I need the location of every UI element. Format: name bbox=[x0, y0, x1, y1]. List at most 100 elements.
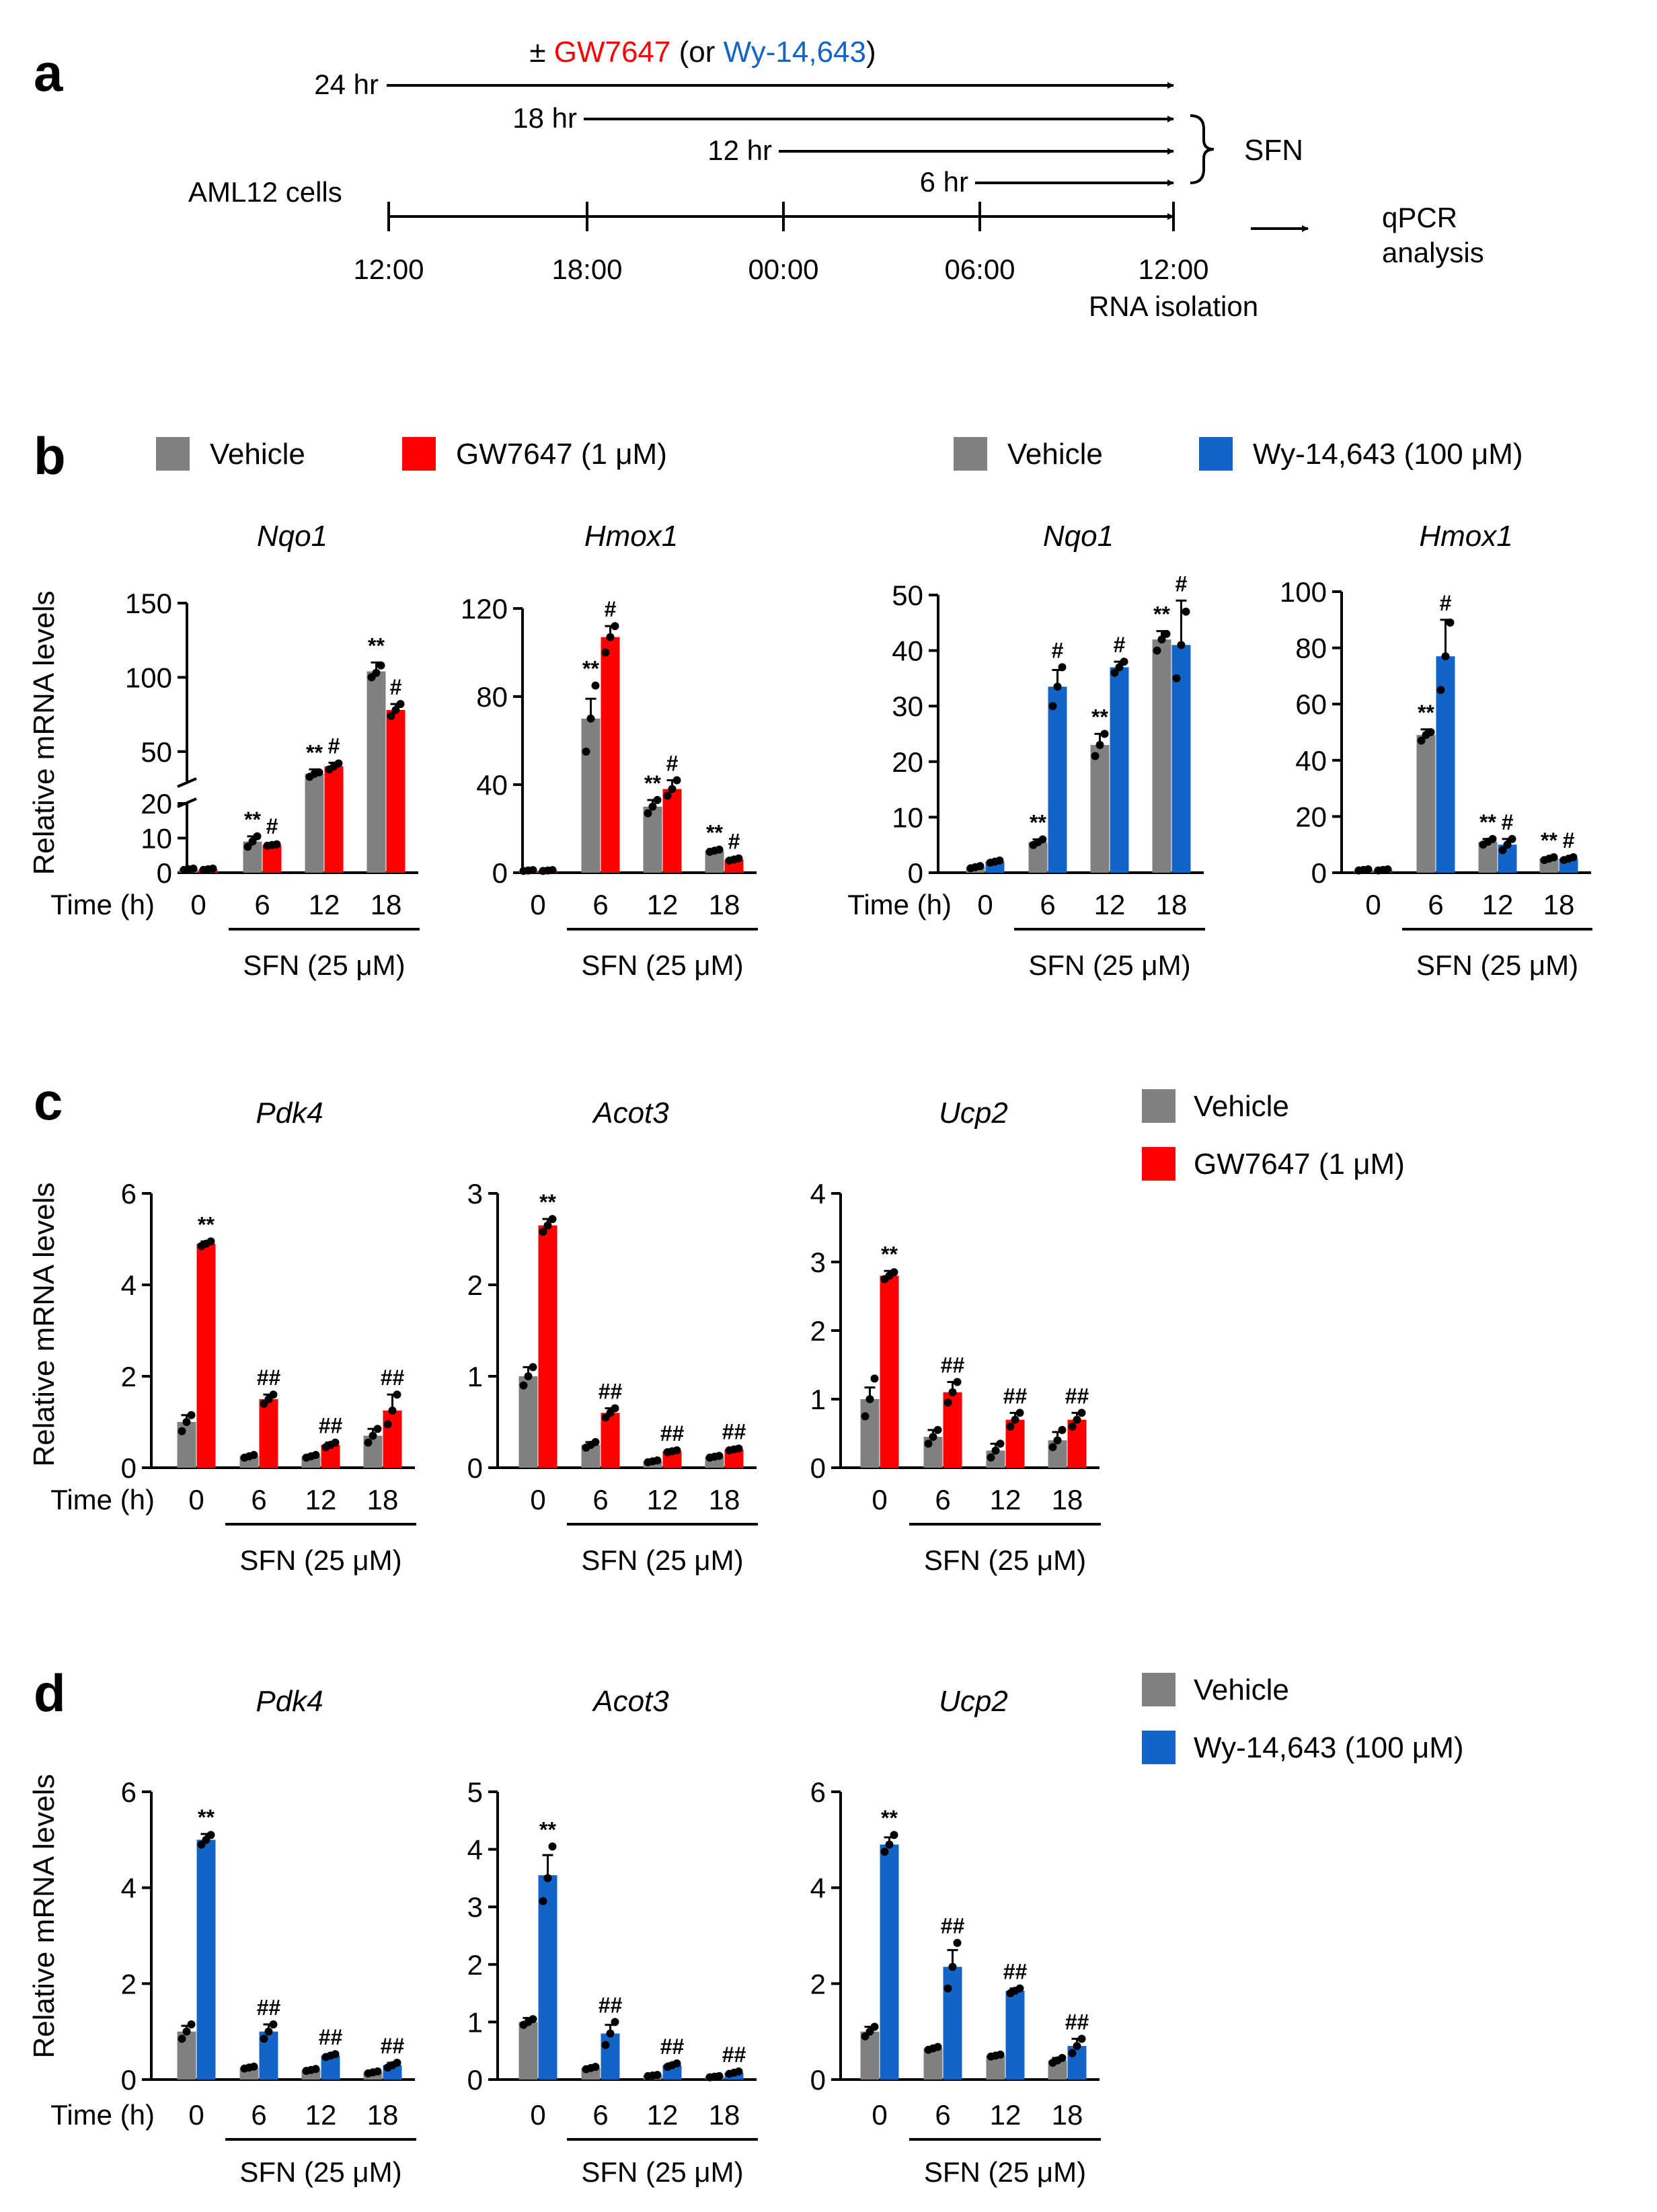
significance-mark: ## bbox=[722, 1419, 746, 1444]
data-point bbox=[189, 864, 198, 873]
sfn-label: SFN (25 μM) bbox=[581, 1544, 743, 1576]
bar-treatment bbox=[1171, 645, 1191, 873]
significance-mark: ** bbox=[1153, 602, 1170, 627]
y-tick-label: 40 bbox=[1295, 745, 1327, 777]
x-tick-label: 12 bbox=[990, 1484, 1022, 1515]
data-point bbox=[715, 845, 724, 854]
y-tick-label: 150 bbox=[125, 588, 172, 619]
y-tick-label: 5 bbox=[467, 1776, 483, 1808]
data-point bbox=[1157, 635, 1166, 644]
data-point bbox=[591, 2063, 600, 2071]
bar-treatment bbox=[601, 2033, 620, 2080]
significance-mark: ** bbox=[198, 1805, 215, 1829]
data-point bbox=[1015, 1409, 1024, 1417]
significance-mark: ## bbox=[1065, 2010, 1089, 2034]
chart-title: Pdk4 bbox=[256, 1685, 323, 1718]
x-tick-label: 18 bbox=[1156, 889, 1188, 920]
significance-mark: ## bbox=[1003, 1384, 1028, 1408]
significance-mark: ** bbox=[1418, 701, 1434, 725]
y-tick-label: 10 bbox=[141, 823, 172, 855]
sfn-label: SFN (25 μM) bbox=[243, 949, 405, 981]
x-tick-label: 18 bbox=[1052, 1484, 1083, 1515]
significance-mark: ** bbox=[198, 1212, 215, 1236]
y-tick-label: 50 bbox=[892, 580, 923, 611]
x-tick-label: 12 bbox=[1482, 889, 1514, 920]
data-point bbox=[1077, 2035, 1086, 2043]
axis-break-mark bbox=[177, 777, 197, 788]
legend-swatch-wy14643 bbox=[1142, 1731, 1176, 1764]
x-tick-label: 18 bbox=[1052, 2099, 1083, 2131]
data-point bbox=[1048, 702, 1057, 711]
time-axis-label: Time (h) bbox=[50, 1484, 155, 1515]
y-tick-label: 6 bbox=[810, 1776, 826, 1808]
x-tick-label: 0 bbox=[530, 2099, 545, 2131]
data-point bbox=[1153, 646, 1161, 655]
y-tick-label: 0 bbox=[908, 857, 923, 889]
x-tick-label: 12 bbox=[1094, 889, 1126, 920]
data-point bbox=[1162, 629, 1171, 638]
x-tick-label: 0 bbox=[872, 1484, 887, 1515]
significance-mark: # bbox=[1114, 633, 1126, 657]
y-tick-label: 20 bbox=[141, 788, 172, 820]
bar-vehicle bbox=[367, 671, 386, 873]
data-point bbox=[548, 1215, 557, 1224]
data-point bbox=[734, 1444, 743, 1453]
bar-treatment bbox=[196, 1243, 216, 1468]
data-point bbox=[734, 854, 743, 863]
data-point bbox=[372, 668, 381, 677]
timeline-label: 00:00 bbox=[748, 253, 818, 285]
sfn-label: SFN (25 μM) bbox=[1416, 949, 1578, 981]
legend-label-wy14643: Wy-14,643 (100 μM) bbox=[1194, 1731, 1464, 1764]
data-point bbox=[1549, 853, 1558, 862]
data-point bbox=[1115, 663, 1124, 672]
panel-a: a ± GW7647 (or Wy-14,643) 24 hr 18 hr 12… bbox=[34, 36, 1484, 322]
y-tick-label: 50 bbox=[141, 736, 172, 768]
y-tick-label: 0 bbox=[467, 1452, 483, 1484]
duration-6hr: 6 hr bbox=[920, 166, 968, 198]
wy14643-name: Wy-14,643 bbox=[724, 36, 866, 69]
data-point bbox=[249, 2062, 258, 2071]
data-point bbox=[1068, 1422, 1077, 1431]
significance-mark: # bbox=[1502, 810, 1514, 834]
data-point bbox=[388, 1407, 397, 1415]
data-point bbox=[272, 840, 281, 848]
data-point bbox=[943, 1398, 952, 1407]
significance-mark: ## bbox=[1003, 1959, 1028, 1983]
y-tick-label: 0 bbox=[1311, 857, 1327, 889]
timeline-label: 18:00 bbox=[551, 253, 622, 285]
data-point bbox=[929, 1433, 937, 1441]
data-point bbox=[331, 1438, 340, 1447]
data-point bbox=[1569, 853, 1578, 862]
data-point bbox=[1015, 1984, 1024, 1993]
data-point bbox=[870, 2022, 879, 2031]
bar-treatment bbox=[601, 1413, 620, 1468]
duration-24hr: 24 hr bbox=[314, 69, 379, 100]
bar-treatment bbox=[943, 1967, 962, 2080]
bar-treatment bbox=[1005, 1991, 1025, 2080]
significance-mark: ** bbox=[706, 820, 723, 844]
significance-mark: ## bbox=[319, 1414, 343, 1438]
data-point bbox=[653, 2071, 662, 2080]
chart-title: Ucp2 bbox=[939, 1685, 1008, 1718]
data-point bbox=[987, 1453, 995, 1462]
y-tick-label: 0 bbox=[467, 2064, 483, 2096]
data-point bbox=[653, 1456, 662, 1465]
data-point bbox=[1498, 846, 1507, 855]
data-point bbox=[311, 2065, 320, 2073]
chart-c1: Pdk4 0 2 4 6 ** 0 ## 6 ## 12 ## 18 Time (h) SFN (25 μM… bbox=[50, 1097, 416, 1576]
data-point bbox=[653, 795, 662, 804]
chart-title: Hmox1 bbox=[584, 520, 678, 553]
significance-mark: ## bbox=[941, 1914, 965, 1938]
chart-title: Nqo1 bbox=[257, 520, 327, 553]
data-point bbox=[668, 785, 677, 793]
x-tick-label: 0 bbox=[188, 2099, 204, 2131]
significance-mark: ## bbox=[381, 1366, 405, 1390]
data-point bbox=[331, 2050, 340, 2059]
y-tick-label: 0 bbox=[121, 1452, 137, 1484]
chart-title: Ucp2 bbox=[939, 1097, 1008, 1130]
data-point bbox=[1011, 1415, 1019, 1424]
cells-label: AML12 cells bbox=[188, 176, 342, 208]
legend-label-wy14643: Wy-14,643 (100 μM) bbox=[1253, 438, 1523, 471]
bar-treatment bbox=[1048, 686, 1067, 873]
